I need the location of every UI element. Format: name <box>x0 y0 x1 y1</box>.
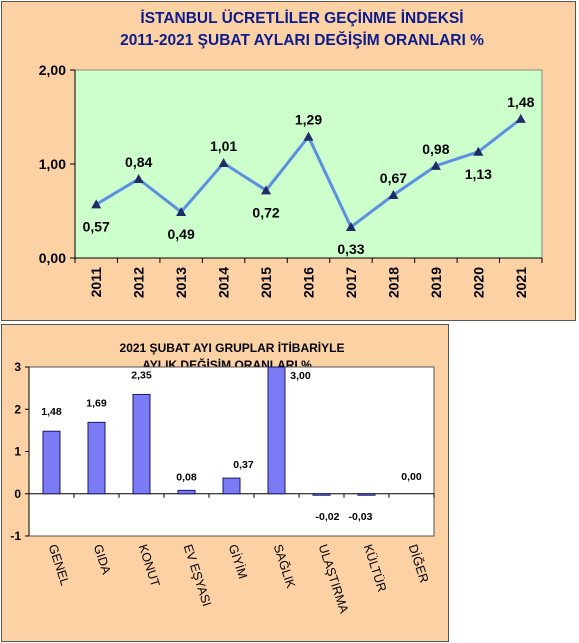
data-label: 0,37 <box>233 459 254 471</box>
data-point <box>473 146 484 156</box>
x-tick-label: GIDA <box>91 543 114 577</box>
bar <box>222 477 241 495</box>
x-tick-label: 2018 <box>385 267 401 298</box>
data-label: 1,48 <box>507 94 534 110</box>
bar <box>87 421 106 495</box>
data-label: 0,57 <box>83 218 110 234</box>
bar <box>357 493 376 496</box>
data-label: 0,98 <box>422 141 449 157</box>
x-tick-label: 2020 <box>470 267 486 298</box>
data-label: 1,01 <box>210 138 237 154</box>
data-point <box>303 131 314 141</box>
data-label: 0,33 <box>337 241 364 257</box>
data-point <box>388 190 399 200</box>
data-label: 3,00 <box>290 370 311 382</box>
y-tick-label: 1,00 <box>39 156 66 172</box>
data-label: 0,49 <box>168 226 195 242</box>
x-tick-label: 2016 <box>301 267 317 298</box>
x-tick-label: GİYİM <box>226 543 250 581</box>
y-tick-label: 0,00 <box>39 250 66 266</box>
line-chart-title: İSTANBUL ÜCRETLİLER GEÇİNME İNDEKSİ <box>140 10 463 27</box>
data-point <box>176 206 187 216</box>
x-tick-label: KÜLTÜR <box>361 543 389 594</box>
data-label: 2,35 <box>131 369 152 381</box>
bar <box>132 393 151 495</box>
data-label: 0,84 <box>125 154 152 170</box>
x-tick-label: 2013 <box>173 267 189 298</box>
x-tick-label: 2012 <box>131 267 147 298</box>
line-chart-plot-area <box>74 69 543 259</box>
data-point <box>261 185 272 195</box>
bar <box>267 366 286 495</box>
data-point <box>515 113 526 123</box>
y-tick-label: -1 <box>10 529 21 543</box>
data-label: 0,08 <box>176 471 197 483</box>
x-tick-label: 2021 <box>513 267 529 298</box>
x-tick-label: GENEL <box>46 543 72 588</box>
data-label: 1,69 <box>86 397 107 409</box>
x-tick-label: KONUT <box>136 543 163 589</box>
x-tick-label: SAĞLIK <box>271 542 299 590</box>
data-label: 0,72 <box>252 204 279 220</box>
y-tick-label: 2,00 <box>39 62 66 78</box>
data-label: 1,48 <box>41 406 62 418</box>
bar-chart-title: 2021 ŞUBAT AYI GRUPLAR İTİBARİYLE <box>120 340 345 355</box>
x-tick-label: EV EŞYASI <box>181 543 214 609</box>
x-tick-label: 2014 <box>216 267 232 298</box>
data-point <box>345 221 356 231</box>
data-label: -0,02 <box>316 511 340 523</box>
x-tick-label: 2017 <box>343 267 359 298</box>
data-point <box>133 174 144 184</box>
x-tick-label: 2019 <box>428 267 444 298</box>
data-point <box>430 160 441 170</box>
x-tick-label: DİĞER <box>406 542 433 584</box>
y-tick-label: 2 <box>14 402 21 416</box>
bar <box>177 489 196 495</box>
y-tick-label: 3 <box>14 360 21 374</box>
bar <box>312 493 331 496</box>
data-label: -0,03 <box>349 511 373 523</box>
y-tick-label: 0 <box>14 487 21 501</box>
data-label: 0,67 <box>380 170 407 186</box>
data-label: 1,29 <box>295 112 322 128</box>
x-tick-label: 2015 <box>258 267 274 298</box>
y-tick-label: 1 <box>14 445 21 459</box>
x-tick-label: ULAŞTIRMA <box>316 543 352 616</box>
x-tick-label: 2011 <box>88 267 104 298</box>
data-point <box>91 199 102 209</box>
data-point <box>218 158 229 168</box>
data-label: 0,00 <box>401 471 422 483</box>
data-label: 1,13 <box>465 166 492 182</box>
line-chart-subtitle: 2011-2021 ŞUBAT AYLARI DEĞİŞİM ORANLARI … <box>120 31 484 49</box>
bar <box>42 430 61 495</box>
